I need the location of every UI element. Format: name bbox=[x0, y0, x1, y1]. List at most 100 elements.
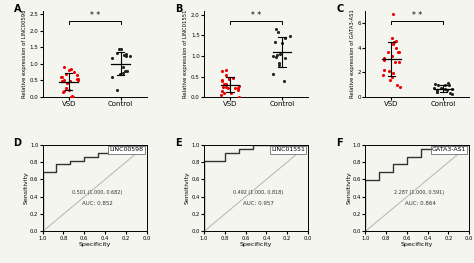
X-axis label: Specificity: Specificity bbox=[240, 242, 272, 247]
Point bbox=[277, 52, 284, 56]
Point bbox=[282, 36, 289, 40]
Point bbox=[221, 82, 228, 86]
Text: * *: * * bbox=[412, 11, 422, 20]
Point bbox=[120, 53, 128, 57]
Y-axis label: Sensitivity: Sensitivity bbox=[185, 172, 190, 205]
Text: 0.501 (1.000, 0.682): 0.501 (1.000, 0.682) bbox=[72, 190, 122, 195]
Point bbox=[65, 88, 73, 92]
Point bbox=[231, 86, 239, 90]
Point bbox=[121, 69, 128, 73]
Point bbox=[58, 75, 66, 79]
Point bbox=[392, 38, 400, 43]
Text: E: E bbox=[175, 138, 182, 148]
Point bbox=[229, 76, 237, 80]
Point bbox=[63, 72, 70, 77]
Point bbox=[389, 74, 396, 79]
Point bbox=[73, 73, 81, 78]
Point bbox=[441, 83, 449, 87]
Point bbox=[395, 50, 403, 54]
Point bbox=[74, 77, 82, 81]
Point bbox=[108, 75, 116, 79]
Point bbox=[60, 89, 68, 93]
X-axis label: Specificity: Specificity bbox=[401, 242, 433, 247]
Point bbox=[109, 56, 116, 60]
Point bbox=[433, 90, 441, 94]
Point bbox=[219, 89, 226, 93]
Point bbox=[379, 73, 387, 77]
Point bbox=[69, 95, 77, 99]
Point bbox=[126, 54, 134, 58]
Text: LINC00598: LINC00598 bbox=[109, 147, 144, 152]
Text: GATA3-AS1: GATA3-AS1 bbox=[432, 147, 466, 152]
Point bbox=[271, 40, 279, 44]
Point bbox=[60, 78, 67, 82]
Point bbox=[68, 93, 75, 98]
Point bbox=[389, 54, 396, 58]
Point bbox=[275, 61, 283, 65]
Point bbox=[74, 78, 82, 82]
Point bbox=[437, 86, 445, 90]
Point bbox=[235, 88, 242, 92]
Point bbox=[235, 84, 242, 88]
Point bbox=[380, 58, 388, 62]
Point bbox=[122, 52, 130, 56]
Point bbox=[270, 72, 277, 76]
Point bbox=[225, 77, 232, 82]
Point bbox=[115, 47, 123, 51]
Point bbox=[234, 86, 241, 90]
Point bbox=[273, 53, 281, 57]
Point bbox=[395, 60, 403, 64]
Text: A: A bbox=[14, 4, 21, 14]
Point bbox=[270, 53, 277, 58]
Point bbox=[447, 90, 454, 95]
Point bbox=[394, 50, 402, 54]
Point bbox=[441, 87, 449, 91]
Point bbox=[444, 81, 451, 85]
Point bbox=[66, 79, 74, 83]
Y-axis label: Sensitivity: Sensitivity bbox=[24, 172, 29, 205]
Point bbox=[222, 84, 229, 89]
Point bbox=[431, 82, 439, 86]
Point bbox=[113, 88, 120, 92]
Point bbox=[225, 76, 233, 80]
Point bbox=[235, 95, 243, 99]
Point bbox=[272, 27, 280, 31]
Point bbox=[286, 34, 293, 38]
Point bbox=[122, 54, 130, 58]
Point bbox=[448, 92, 456, 96]
Point bbox=[218, 79, 226, 83]
Text: * *: * * bbox=[251, 11, 261, 20]
Point bbox=[224, 86, 231, 90]
Y-axis label: Sensitivity: Sensitivity bbox=[346, 172, 351, 205]
Point bbox=[123, 68, 130, 73]
Point bbox=[218, 93, 225, 97]
Text: AUC: 0.852: AUC: 0.852 bbox=[82, 201, 113, 206]
Point bbox=[391, 40, 398, 44]
Point bbox=[218, 69, 226, 73]
Point bbox=[70, 69, 77, 74]
Y-axis label: Relative expression of LINC00598: Relative expression of LINC00598 bbox=[22, 9, 27, 98]
Point bbox=[67, 95, 75, 99]
Point bbox=[222, 67, 230, 72]
Text: F: F bbox=[336, 138, 343, 148]
Point bbox=[434, 90, 441, 95]
Point bbox=[433, 88, 441, 92]
Point bbox=[274, 30, 282, 34]
Text: * *: * * bbox=[90, 11, 100, 20]
Text: LINC01551: LINC01551 bbox=[271, 147, 305, 152]
Point bbox=[113, 51, 121, 55]
Point bbox=[63, 81, 71, 85]
Point bbox=[73, 77, 81, 81]
Point bbox=[66, 68, 73, 72]
Point bbox=[222, 73, 230, 77]
Point bbox=[227, 91, 235, 95]
Point bbox=[443, 88, 451, 92]
Point bbox=[220, 91, 228, 95]
Point bbox=[62, 86, 70, 90]
Text: AUC: 0.957: AUC: 0.957 bbox=[244, 201, 274, 206]
Point bbox=[119, 71, 127, 75]
Point bbox=[385, 69, 392, 73]
Point bbox=[116, 72, 124, 76]
Point bbox=[219, 84, 227, 89]
Point bbox=[380, 56, 387, 60]
